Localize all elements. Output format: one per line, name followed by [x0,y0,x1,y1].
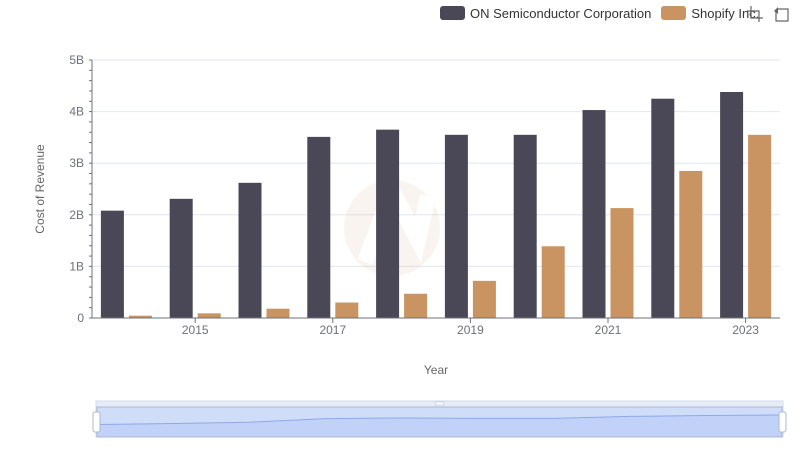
slider-drag-bar[interactable] [435,401,444,406]
legend-label-shopify: Shopify Inc. [691,5,760,21]
bar-shopify [748,134,772,318]
legend-item-shopify[interactable]: Shopify Inc. [661,6,759,21]
bar-shopify [472,280,496,318]
bar-on-semiconductor [376,129,400,318]
slider-handle-right[interactable] [778,411,787,433]
bar-shopify [679,170,703,318]
y-tick-label: 4B [69,105,84,119]
bar-on-semiconductor [720,91,744,318]
axes: 0 1B 2B 3B 4B 5B 2015 2017 2019 2021 2023 [69,53,780,337]
bar-shopify [266,308,290,318]
bar-shopify [335,302,359,318]
bar-on-semiconductor [444,134,468,318]
bar-shopify [610,208,634,318]
data-zoom-slider[interactable] [92,400,787,438]
x-tick-label: 2019 [457,323,484,337]
legend-swatch-on-semiconductor [440,6,465,20]
x-tick-label: 2023 [732,323,759,337]
x-axis-title: Year [424,363,448,377]
y-axis-title: Cost of Revenue [33,144,47,234]
bar-on-semiconductor [100,210,124,318]
slider-overview-line[interactable] [96,414,783,425]
bar-on-semiconductor [651,98,675,318]
bar-on-semiconductor [307,136,331,318]
legend-swatch-shopify [661,6,687,20]
legend: ON Semiconductor Corporation Shopify Inc… [440,4,769,22]
bar-shopify [404,293,428,318]
y-tick-label: 1B [69,259,84,273]
bar-on-semiconductor [513,134,537,318]
x-tick-label: 2015 [182,323,209,337]
bar-on-semiconductor [238,182,262,318]
slider-handle-left[interactable] [92,411,101,433]
zoom-select-icon[interactable] [746,5,764,23]
y-tick-label: 2B [69,208,84,222]
restore-icon[interactable] [773,5,791,23]
slider-overview-area[interactable] [97,415,782,437]
legend-label-on-semiconductor: ON Semiconductor Corporation [470,5,652,21]
bar-shopify [541,246,565,318]
bars [100,91,772,318]
legend-item-on-semiconductor[interactable]: ON Semiconductor Corporation [440,6,651,21]
bar-shopify [197,313,221,318]
y-tick-label: 0 [77,311,84,325]
x-tick-label: 2021 [595,323,622,337]
bar-shopify [128,315,152,318]
bar-on-semiconductor [582,110,606,318]
bar-on-semiconductor [169,198,193,318]
y-tick-label: 5B [69,53,84,67]
slider-selection[interactable] [96,406,783,438]
x-tick-label: 2017 [319,323,346,337]
y-tick-label: 3B [69,156,84,170]
